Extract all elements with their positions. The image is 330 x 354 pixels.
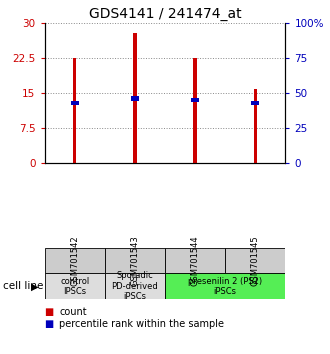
Bar bbox=[165, 273, 285, 299]
Text: GSM701542: GSM701542 bbox=[70, 235, 79, 286]
Bar bbox=[131, 97, 139, 101]
Bar bbox=[45, 273, 105, 299]
Bar bbox=[191, 98, 199, 102]
Bar bbox=[105, 273, 165, 299]
Bar bbox=[225, 248, 285, 273]
Text: presenilin 2 (PS2)
iPSCs: presenilin 2 (PS2) iPSCs bbox=[188, 276, 262, 296]
Bar bbox=[45, 248, 105, 273]
Text: Sporadic
PD-derived
iPSCs: Sporadic PD-derived iPSCs bbox=[112, 272, 158, 301]
Text: ■: ■ bbox=[45, 319, 54, 329]
Bar bbox=[251, 101, 259, 105]
Text: percentile rank within the sample: percentile rank within the sample bbox=[59, 319, 224, 329]
Text: GSM701544: GSM701544 bbox=[191, 235, 200, 286]
Text: control
IPSCs: control IPSCs bbox=[60, 276, 89, 296]
Bar bbox=[73, 58, 77, 163]
Bar bbox=[165, 248, 225, 273]
Bar bbox=[253, 89, 257, 163]
Text: count: count bbox=[59, 307, 87, 317]
Text: GSM701545: GSM701545 bbox=[251, 235, 260, 286]
Text: ▶: ▶ bbox=[31, 281, 38, 291]
Bar bbox=[71, 101, 79, 105]
Bar bbox=[193, 58, 197, 163]
Text: GSM701543: GSM701543 bbox=[130, 235, 139, 286]
Title: GDS4141 / 241474_at: GDS4141 / 241474_at bbox=[89, 7, 241, 21]
Text: ■: ■ bbox=[45, 307, 54, 317]
Text: cell line: cell line bbox=[3, 281, 44, 291]
Bar bbox=[133, 33, 137, 163]
Bar bbox=[105, 248, 165, 273]
